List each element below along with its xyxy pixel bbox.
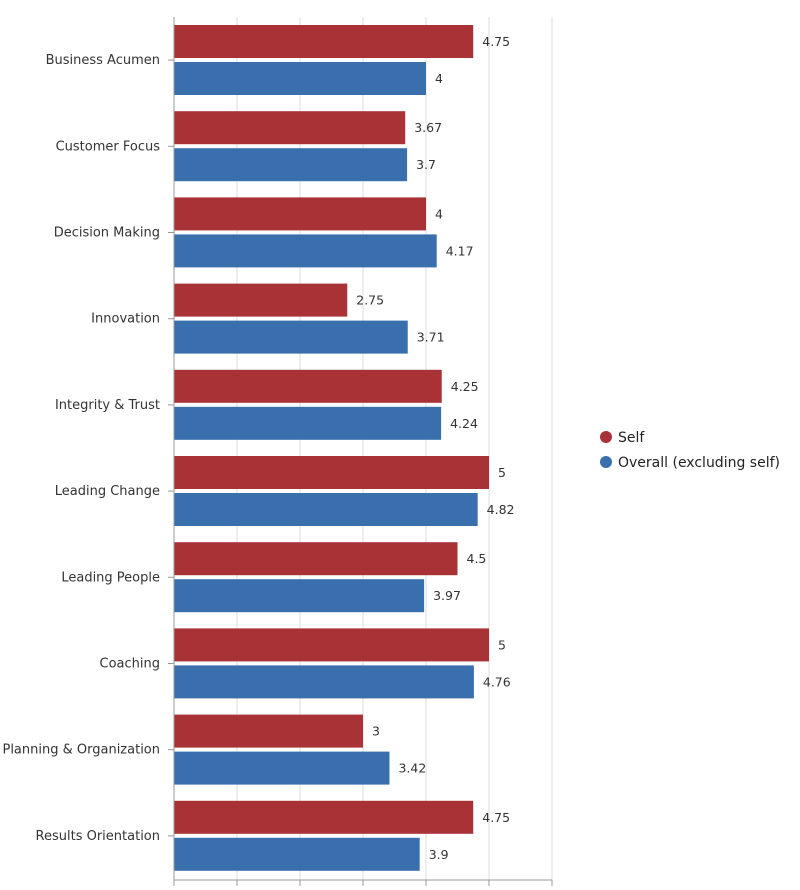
legend-label-overall[interactable]: Overall (excluding self) bbox=[618, 455, 780, 471]
overall-bar-results-orientation[interactable] bbox=[174, 837, 420, 871]
self-value-label-leading-people: 4.5 bbox=[467, 551, 487, 566]
overall-value-label-innovation: 3.71 bbox=[417, 330, 445, 345]
category-label-innovation: Innovation bbox=[91, 312, 160, 327]
overall-value-label-leading-people: 3.97 bbox=[433, 588, 461, 603]
self-value-label-planning-and-organization: 3 bbox=[372, 724, 380, 739]
overall-bar-planning-and-organization[interactable] bbox=[174, 751, 390, 785]
legend-marker-overall[interactable] bbox=[600, 456, 612, 468]
overall-bar-decision-making[interactable] bbox=[174, 234, 437, 268]
overall-value-label-results-orientation: 3.9 bbox=[429, 847, 449, 862]
category-label-leading-people: Leading People bbox=[61, 570, 160, 585]
axes bbox=[168, 17, 553, 886]
self-value-label-integrity-and-trust: 4.25 bbox=[451, 379, 479, 394]
self-value-label-results-orientation: 4.75 bbox=[482, 810, 510, 825]
self-value-label-innovation: 2.75 bbox=[356, 293, 384, 308]
category-label-customer-focus: Customer Focus bbox=[56, 139, 161, 154]
overall-value-label-decision-making: 4.17 bbox=[446, 243, 474, 258]
overall-bar-leading-people[interactable] bbox=[174, 579, 425, 613]
category-label-leading-change: Leading Change bbox=[55, 484, 160, 499]
legend: Self Overall (excluding self) bbox=[600, 430, 780, 471]
overall-bar-leading-change[interactable] bbox=[174, 493, 478, 526]
overall-value-label-integrity-and-trust: 4.24 bbox=[450, 416, 478, 431]
self-value-label-business-acumen: 4.75 bbox=[482, 34, 510, 49]
category-label-decision-making: Decision Making bbox=[54, 226, 160, 241]
category-label-business-acumen: Business Acumen bbox=[46, 53, 160, 68]
overall-value-label-customer-focus: 3.7 bbox=[416, 157, 436, 172]
self-bar-leading-people[interactable] bbox=[174, 542, 458, 576]
overall-value-label-leading-change: 4.82 bbox=[487, 502, 515, 517]
overall-value-label-planning-and-organization: 3.42 bbox=[398, 761, 426, 776]
overall-bar-integrity-and-trust[interactable] bbox=[174, 406, 442, 440]
self-bar-results-orientation[interactable] bbox=[174, 800, 474, 834]
self-value-label-customer-focus: 3.67 bbox=[414, 120, 442, 135]
category-label-planning-and-organization: Planning & Organization bbox=[2, 743, 160, 758]
self-value-label-decision-making: 4 bbox=[435, 206, 443, 221]
overall-bar-business-acumen[interactable] bbox=[174, 62, 426, 95]
self-bar-coaching[interactable] bbox=[174, 628, 489, 662]
gridlines bbox=[236, 17, 553, 880]
overall-value-label-coaching: 4.76 bbox=[483, 674, 511, 689]
self-bar-integrity-and-trust[interactable] bbox=[174, 369, 442, 403]
self-bar-innovation[interactable] bbox=[174, 283, 348, 317]
self-bar-business-acumen[interactable] bbox=[174, 25, 474, 58]
self-bar-leading-change[interactable] bbox=[174, 456, 489, 489]
bars bbox=[174, 25, 489, 871]
category-label-results-orientation: Results Orientation bbox=[36, 829, 160, 844]
self-bar-customer-focus[interactable] bbox=[174, 111, 406, 145]
overall-value-label-business-acumen: 4 bbox=[435, 71, 443, 86]
overall-bar-coaching[interactable] bbox=[174, 665, 474, 699]
category-label-integrity-and-trust: Integrity & Trust bbox=[55, 398, 160, 413]
category-label-coaching: Coaching bbox=[100, 657, 161, 672]
overall-bar-innovation[interactable] bbox=[174, 320, 408, 354]
self-value-label-leading-change: 5 bbox=[498, 465, 506, 480]
labels: Business Acumen 4.75 4 Customer Focus 3.67 3.… bbox=[2, 34, 514, 862]
legend-marker-self[interactable] bbox=[600, 431, 612, 443]
self-bar-planning-and-organization[interactable] bbox=[174, 714, 363, 748]
legend-label-self[interactable]: Self bbox=[618, 430, 645, 446]
self-bar-decision-making[interactable] bbox=[174, 197, 426, 231]
self-value-label-coaching: 5 bbox=[498, 637, 506, 652]
overall-bar-customer-focus[interactable] bbox=[174, 148, 408, 182]
